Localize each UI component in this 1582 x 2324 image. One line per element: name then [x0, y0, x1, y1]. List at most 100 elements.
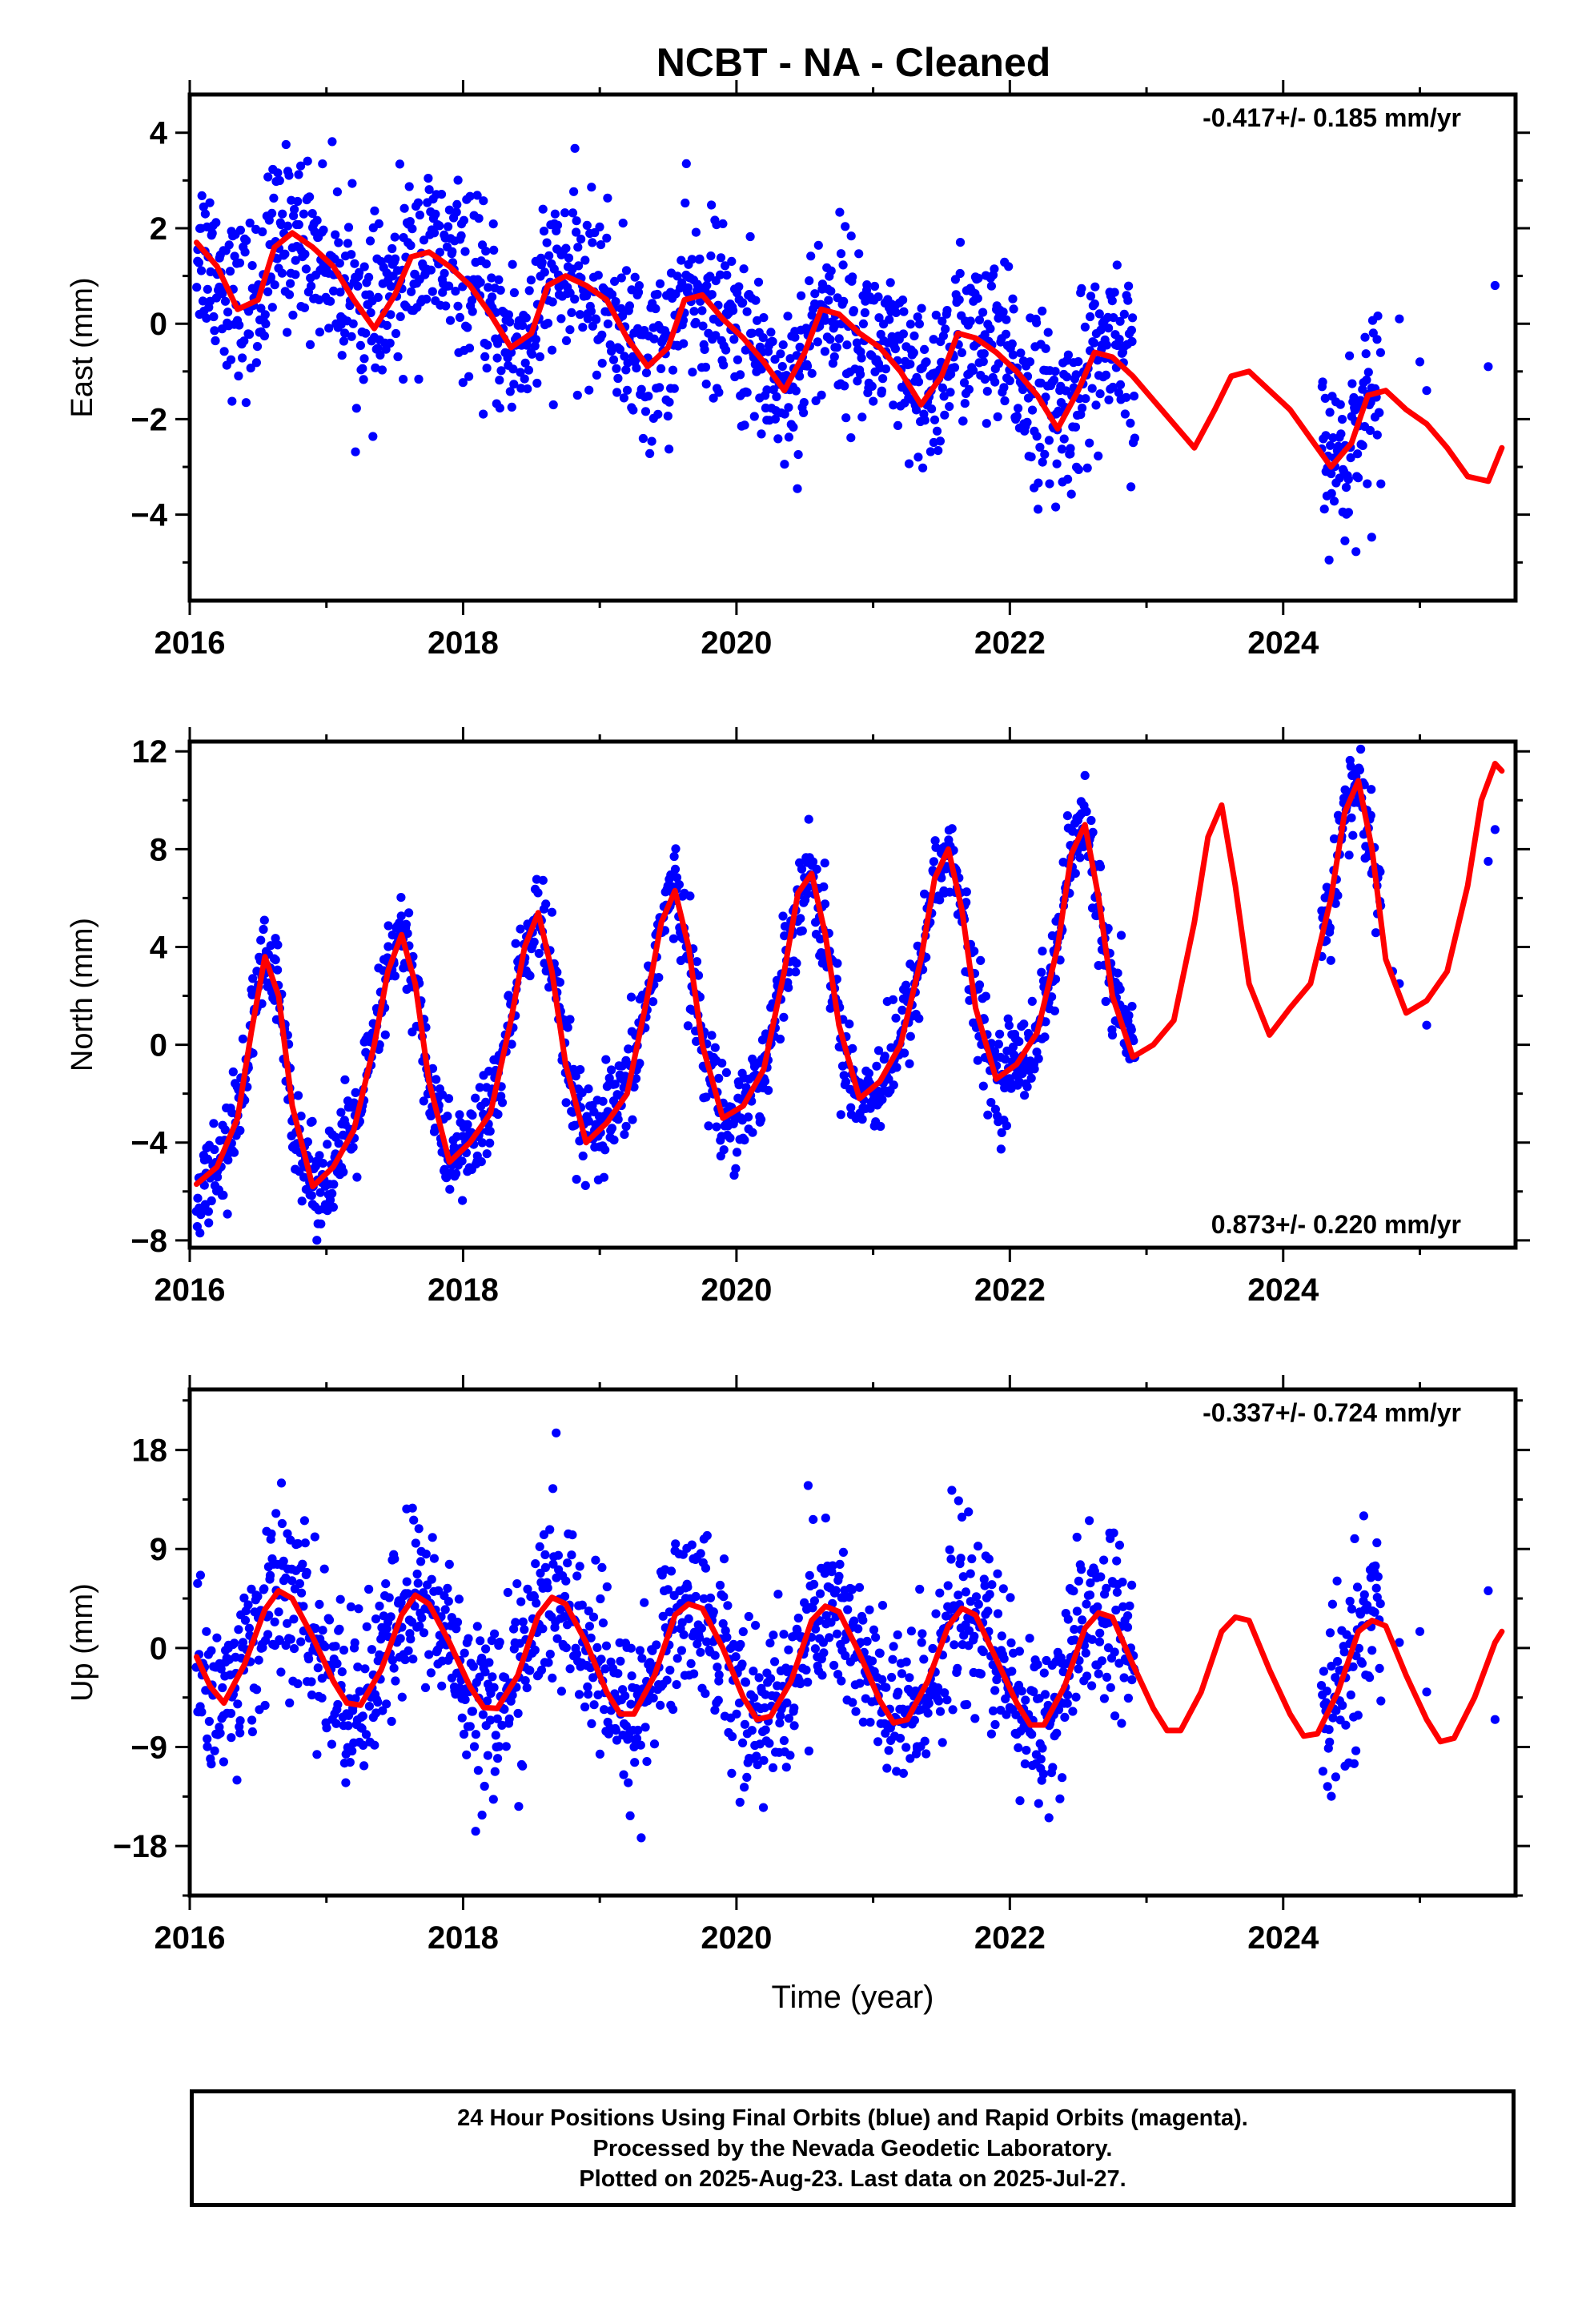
data-point: [210, 326, 219, 336]
data-point: [586, 307, 596, 316]
data-point: [877, 1601, 888, 1610]
data-point: [483, 340, 492, 350]
data-point: [905, 1059, 914, 1068]
data-point: [840, 381, 849, 391]
up-y-axis-label: Up (mm): [66, 1583, 99, 1702]
data-point: [858, 1717, 868, 1727]
data-point: [770, 1657, 780, 1667]
data-point: [1353, 1711, 1363, 1720]
data-point: [600, 1145, 610, 1155]
data-point: [1104, 324, 1114, 333]
data-point: [875, 1648, 885, 1659]
data-point: [464, 344, 475, 353]
data-point: [404, 182, 414, 191]
data-point: [406, 287, 416, 296]
data-point: [469, 1742, 480, 1751]
data-point: [713, 1663, 722, 1672]
data-point: [1093, 356, 1102, 365]
data-point: [315, 1188, 325, 1197]
data-point: [355, 267, 364, 277]
data-point: [666, 1566, 677, 1576]
data-point: [533, 888, 543, 898]
time-x-axis-label: Time (year): [772, 1980, 934, 2015]
data-point: [1034, 505, 1043, 514]
data-point: [616, 273, 626, 283]
data-point: [1104, 395, 1114, 404]
data-point: [627, 285, 636, 295]
data-point: [1127, 1580, 1137, 1590]
data-point: [331, 230, 340, 239]
data-point: [273, 940, 283, 950]
data-point: [884, 1075, 893, 1084]
data-point: [538, 204, 548, 214]
data-point: [598, 1618, 608, 1628]
data-point: [503, 1587, 513, 1598]
data-point: [488, 219, 498, 229]
data-point: [561, 243, 571, 253]
data-point: [323, 1140, 332, 1149]
data-point: [1339, 1647, 1349, 1657]
data-point: [516, 1597, 526, 1606]
data-point: [764, 1085, 773, 1096]
data-point: [1352, 1582, 1363, 1592]
data-point: [653, 409, 663, 419]
x-tick-label: 2018: [428, 1273, 499, 1308]
data-point: [782, 1698, 792, 1707]
data-point: [834, 1571, 844, 1581]
data-point: [583, 314, 592, 324]
data-point: [709, 393, 718, 403]
data-point: [1097, 1656, 1106, 1666]
data-point: [573, 243, 583, 252]
data-point: [538, 875, 548, 885]
data-point: [304, 1654, 314, 1664]
data-point: [702, 280, 712, 290]
data-point: [793, 484, 802, 493]
data-point: [472, 1622, 482, 1631]
data-point: [351, 1694, 360, 1703]
data-point: [584, 1084, 593, 1094]
data-point: [402, 1577, 412, 1586]
data-point: [727, 256, 737, 266]
data-point: [1102, 1672, 1112, 1682]
data-point: [415, 210, 425, 220]
data-point: [453, 175, 463, 185]
data-point: [564, 253, 574, 263]
data-point: [264, 215, 274, 225]
data-point: [581, 291, 592, 300]
data-point: [1022, 417, 1032, 428]
data-point: [1052, 1728, 1062, 1738]
data-point: [1371, 928, 1381, 938]
data-point: [246, 364, 255, 373]
data-point: [524, 365, 534, 375]
data-point: [640, 1723, 650, 1732]
data-point: [312, 1750, 322, 1759]
data-point: [1316, 1681, 1327, 1691]
data-point: [920, 1736, 930, 1746]
data-point: [327, 1188, 337, 1198]
data-point: [463, 323, 472, 332]
data-point: [846, 433, 856, 443]
data-point: [482, 364, 492, 373]
data-point: [1353, 449, 1363, 459]
data-point: [1026, 1073, 1036, 1083]
data-point: [1040, 1032, 1050, 1042]
data-point: [874, 313, 884, 323]
data-point: [994, 359, 1003, 368]
data-point: [1006, 1638, 1016, 1648]
data-point: [432, 1075, 441, 1084]
data-point: [481, 259, 492, 269]
data-point: [335, 259, 344, 268]
data-point: [497, 1720, 507, 1730]
data-point: [729, 306, 738, 316]
data-point: [950, 1640, 959, 1650]
data-point: [511, 939, 520, 948]
data-point: [920, 416, 930, 425]
data-point: [1346, 1690, 1355, 1700]
data-point: [867, 1656, 877, 1666]
data-point: [426, 1668, 436, 1678]
data-point: [1029, 1687, 1038, 1696]
data-point: [1027, 405, 1038, 415]
data-point: [227, 396, 237, 406]
data-point: [223, 1209, 232, 1219]
data-point: [841, 413, 851, 423]
